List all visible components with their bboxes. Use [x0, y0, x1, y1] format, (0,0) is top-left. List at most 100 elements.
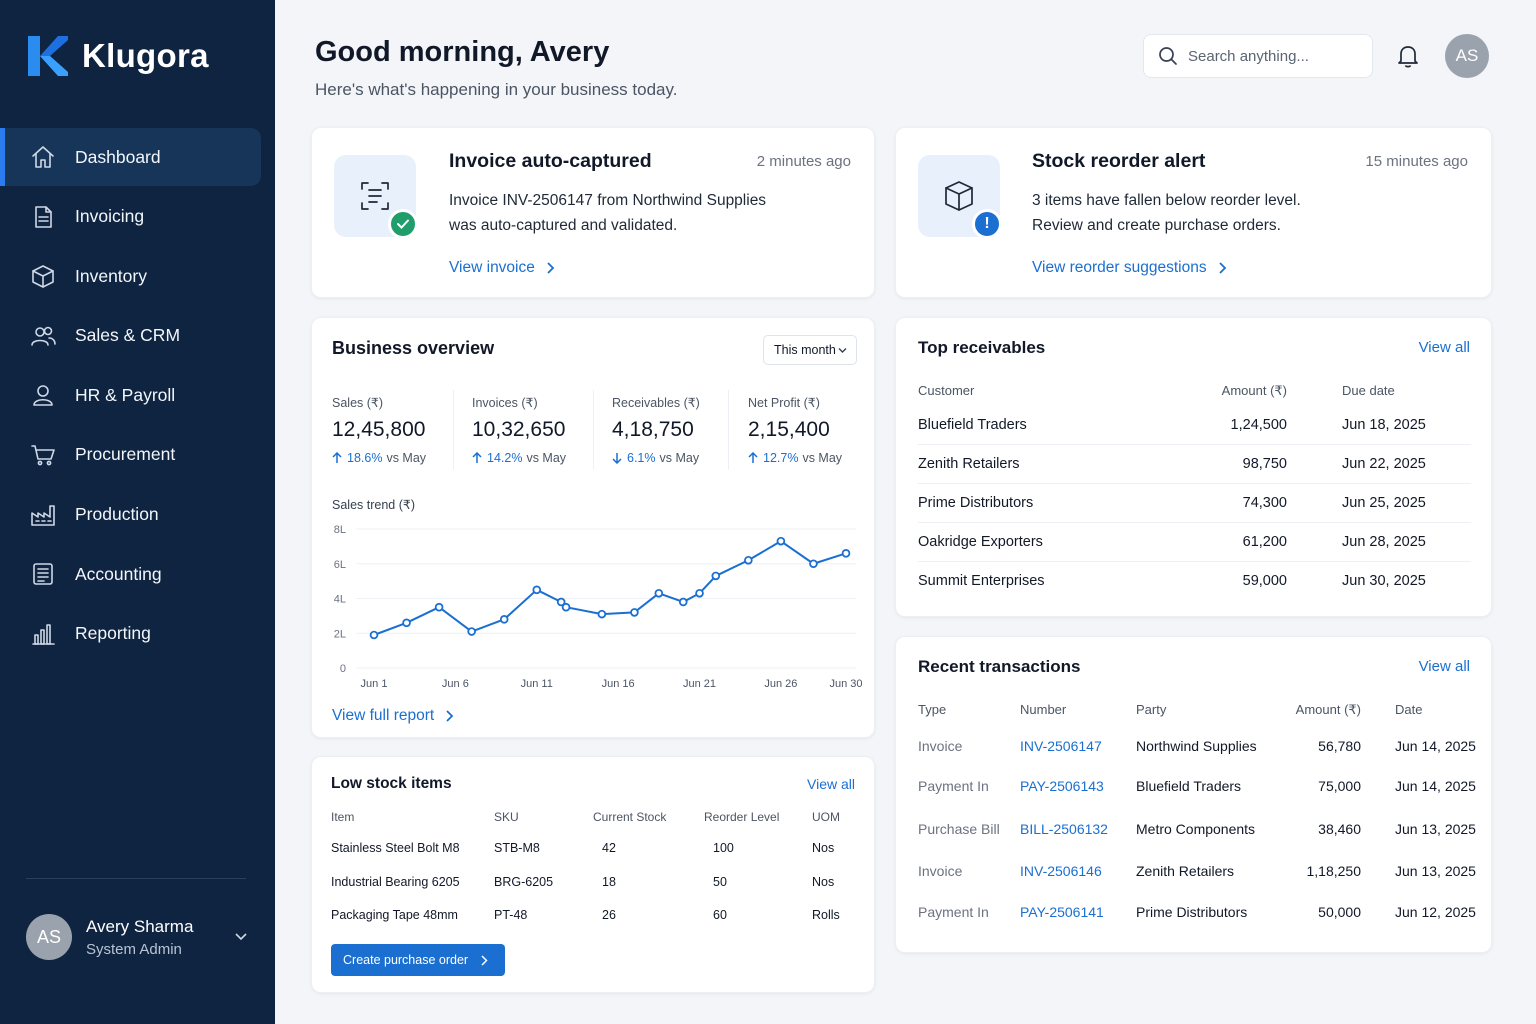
chevron-right-icon: [547, 262, 555, 274]
sidebar-item-label: HR & Payroll: [75, 384, 176, 405]
sidebar-item-hr-payroll[interactable]: HR & Payroll: [0, 366, 275, 424]
sidebar-item-dashboard[interactable]: Dashboard: [0, 128, 261, 186]
transaction-number-link[interactable]: PAY-2506141: [1020, 904, 1104, 920]
cell-due-date: Jun 25, 2025: [1342, 495, 1426, 511]
sidebar-item-reporting[interactable]: Reporting: [0, 605, 275, 663]
data-point: [711, 571, 721, 581]
x-tick-label: Jun 16: [602, 678, 635, 690]
cell-sku: PT-48: [494, 908, 528, 922]
cell-uom: Rolls: [812, 908, 840, 922]
sidebar-item-sales-crm[interactable]: Sales & CRM: [0, 307, 275, 365]
kpi-invoices: Invoices (₹) 10,32,650 14.2% vs May: [472, 395, 566, 469]
cell-item: Stainless Steel Bolt M8: [331, 841, 460, 855]
search-input[interactable]: [1188, 47, 1368, 65]
cell-customer: Summit Enterprises: [918, 573, 1045, 589]
user-role: System Admin: [86, 940, 182, 958]
arrow-up-icon: [748, 452, 758, 463]
kpi-change-suffix: vs May: [802, 451, 843, 465]
cell-date: Jun 14, 2025: [1395, 778, 1476, 794]
kpi-change-value: 6.1%: [627, 451, 656, 465]
cell-type: Purchase Bill: [918, 821, 1000, 837]
data-point: [532, 585, 542, 595]
transaction-number-link[interactable]: INV-2506147: [1020, 738, 1102, 754]
column-header: SKU: [494, 810, 519, 824]
notification-card-stock: ! Stock reorder alert 15 minutes ago 3 i…: [895, 127, 1492, 298]
kpi-value: 4,18,750: [612, 418, 694, 441]
y-tick-label: 0: [340, 663, 346, 675]
view-full-report-link[interactable]: View full report: [332, 707, 454, 725]
dropdown-value: This month: [774, 343, 836, 357]
cell-amount: 74,300: [1242, 495, 1287, 511]
cell-amount: 50,000: [1318, 904, 1361, 920]
data-point: [556, 597, 566, 607]
sidebar-item-label: Dashboard: [75, 146, 161, 167]
sidebar-item-accounting[interactable]: Accounting: [0, 545, 275, 603]
view-all-link[interactable]: View all: [807, 776, 855, 792]
link-label: View full report: [332, 707, 435, 724]
data-point: [402, 618, 411, 628]
view-all-link[interactable]: View all: [1418, 658, 1470, 675]
notification-body: Invoice INV-2506147 from Northwind Suppl…: [449, 188, 766, 238]
cell-customer: Bluefield Traders: [918, 417, 1027, 433]
column-header: Party: [1136, 702, 1167, 717]
kpi-receivables: Receivables (₹) 4,18,750 6.1% vs May: [612, 395, 700, 469]
user-menu[interactable]: AS Avery Sharma System Admin: [26, 914, 248, 960]
cart-icon: [30, 442, 56, 468]
view-all-link[interactable]: View all: [1418, 339, 1470, 356]
period-dropdown[interactable]: This month: [763, 335, 857, 365]
cell-stock: 26: [602, 908, 616, 922]
kpi-value: 10,32,650: [472, 418, 566, 441]
bell-icon[interactable]: [1394, 42, 1422, 70]
transaction-number-link[interactable]: PAY-2506143: [1020, 778, 1104, 794]
data-point: [467, 627, 476, 636]
search-box[interactable]: [1143, 34, 1373, 78]
arrow-up-icon: [472, 452, 482, 463]
kpi-label: Sales (₹): [332, 396, 384, 410]
cell-customer: Oakridge Exporters: [918, 534, 1043, 550]
sidebar-item-label: Invoicing: [75, 206, 145, 227]
user-info: Avery Sharma System Admin: [86, 917, 234, 958]
cell-due-date: Jun 22, 2025: [1342, 456, 1426, 472]
ledger-icon: [30, 561, 56, 587]
cell-reorder: 100: [713, 841, 734, 855]
sidebar-item-production[interactable]: Production: [0, 486, 275, 544]
column-header: Amount (₹): [1221, 383, 1287, 398]
brand-name: Klugora: [82, 37, 209, 74]
create-purchase-order-button[interactable]: Create purchase order: [331, 944, 505, 976]
notification-title: Invoice auto-captured: [449, 150, 652, 172]
user-name: Avery Sharma: [86, 916, 194, 936]
sidebar-divider: [26, 878, 246, 879]
cell-amount: 38,460: [1318, 821, 1361, 837]
view-reorder-suggestions-link[interactable]: View reorder suggestions: [1032, 259, 1227, 277]
low-stock-card: Low stock items View all Item SKU Curren…: [311, 756, 875, 993]
cell-item: Packaging Tape 48mm: [331, 908, 458, 922]
cell-due-date: Jun 18, 2025: [1342, 417, 1426, 433]
cell-type: Payment In: [918, 778, 989, 794]
notification-line: 3 items have fallen below reorder level.: [1032, 192, 1301, 209]
document-icon: [30, 204, 56, 230]
sidebar-item-inventory[interactable]: Inventory: [0, 247, 275, 305]
kpi-net-profit: Net Profit (₹) 2,15,400 12.7% vs May: [748, 395, 842, 469]
card-title: Recent transactions: [918, 657, 1081, 676]
box-icon: [30, 263, 56, 289]
cell-due-date: Jun 30, 2025: [1342, 573, 1426, 589]
view-invoice-link[interactable]: View invoice: [449, 259, 555, 277]
transaction-number-link[interactable]: INV-2506146: [1020, 863, 1102, 879]
kpi-value: 12,45,800: [332, 418, 426, 441]
sidebar-item-invoicing[interactable]: Invoicing: [0, 188, 275, 246]
sidebar: Klugora Dashboard Invoicing Inventory Sa…: [0, 0, 275, 1024]
sales-trend-chart: 0 2L 4L 6L 8L Jun 1 Jun 6 Jun 11 Jun 16 Jun 21 Jun…: [334, 524, 863, 690]
avatar[interactable]: AS: [1445, 34, 1489, 78]
notification-card-invoice: Invoice auto-captured 2 minutes ago Invo…: [311, 127, 875, 298]
brand[interactable]: Klugora: [26, 34, 209, 78]
sidebar-item-label: Production: [75, 504, 159, 525]
sidebar-item-procurement[interactable]: Procurement: [0, 426, 275, 484]
cell-party: Prime Distributors: [1136, 904, 1248, 920]
sidebar-item-label: Accounting: [75, 563, 162, 584]
cell-party: Metro Components: [1136, 821, 1256, 837]
chevron-down-icon[interactable]: [234, 930, 248, 944]
transaction-number-link[interactable]: BILL-2506132: [1020, 821, 1108, 837]
cell-party: Bluefield Traders: [1136, 778, 1242, 794]
kpi-change-value: 12.7%: [763, 451, 799, 465]
column-header: Reorder Level: [704, 810, 780, 824]
